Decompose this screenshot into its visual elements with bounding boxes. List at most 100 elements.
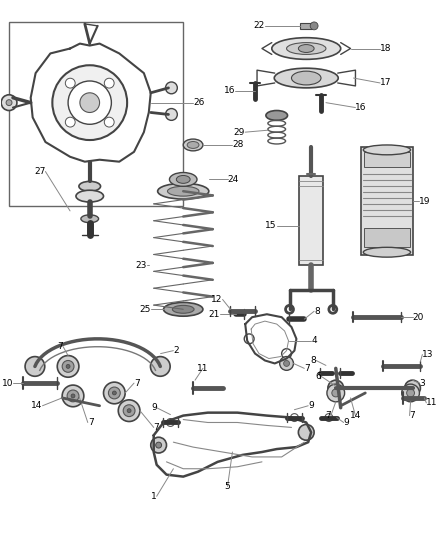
Circle shape [52,65,127,140]
Circle shape [71,394,75,398]
Text: 20: 20 [413,313,424,322]
Circle shape [155,442,162,448]
Text: 7: 7 [154,423,159,432]
Circle shape [103,382,125,404]
Circle shape [104,78,114,88]
Text: 27: 27 [34,167,46,176]
Circle shape [104,117,114,127]
Text: 16: 16 [224,86,235,95]
Circle shape [113,391,117,395]
Text: 6: 6 [315,372,321,381]
Circle shape [123,405,135,417]
Text: 7: 7 [325,411,331,420]
Text: 24: 24 [227,175,239,184]
Circle shape [328,380,344,396]
Ellipse shape [286,43,326,54]
Ellipse shape [158,183,209,199]
Text: 14: 14 [350,411,361,420]
Text: 17: 17 [380,78,392,87]
Circle shape [1,95,17,110]
Text: 3: 3 [420,378,425,387]
Circle shape [166,82,177,94]
Ellipse shape [177,175,190,183]
Circle shape [66,365,70,368]
Circle shape [6,100,12,106]
Text: 18: 18 [380,44,392,53]
Ellipse shape [167,187,199,196]
Text: 7: 7 [88,418,94,427]
Text: 7: 7 [304,364,310,373]
Ellipse shape [81,215,99,223]
Circle shape [333,385,339,391]
Ellipse shape [79,181,101,191]
Circle shape [80,93,99,112]
Circle shape [284,360,290,366]
Text: 7: 7 [134,378,140,387]
Text: 2: 2 [173,346,179,355]
Text: 15: 15 [265,221,277,230]
Circle shape [310,22,318,30]
Text: 25: 25 [139,305,151,314]
Ellipse shape [272,38,341,59]
Circle shape [151,357,170,376]
Circle shape [67,390,79,402]
Ellipse shape [163,302,203,316]
Bar [299,176,323,265]
Ellipse shape [364,145,410,155]
Circle shape [62,385,84,407]
Ellipse shape [329,305,337,313]
Circle shape [65,117,75,127]
Circle shape [325,414,333,422]
Text: 4: 4 [311,336,317,345]
Bar [364,228,410,247]
Text: 21: 21 [208,310,219,319]
Ellipse shape [183,139,203,151]
Text: 5: 5 [225,482,230,491]
Circle shape [57,356,79,377]
Text: 7: 7 [57,342,63,351]
Circle shape [118,400,140,422]
Ellipse shape [291,71,321,85]
Ellipse shape [266,110,288,120]
Circle shape [244,334,254,344]
Circle shape [290,414,298,422]
Text: 9: 9 [344,418,350,427]
Text: 1: 1 [151,492,157,501]
Circle shape [127,409,131,413]
Text: 29: 29 [234,128,245,136]
Ellipse shape [298,45,314,52]
Text: 8: 8 [311,356,316,365]
Circle shape [65,78,75,88]
Ellipse shape [76,190,103,202]
Text: 7: 7 [410,411,415,420]
Bar [364,152,410,167]
Circle shape [62,360,74,372]
Circle shape [280,357,293,370]
Circle shape [166,109,177,120]
Text: 11: 11 [197,364,208,373]
Text: 14: 14 [31,401,42,410]
Circle shape [332,389,340,397]
Circle shape [406,389,414,397]
Circle shape [109,387,120,399]
Text: 22: 22 [254,21,265,30]
Text: 23: 23 [135,261,147,270]
Text: 10: 10 [1,378,13,387]
Text: 11: 11 [426,398,438,407]
Bar [9,22,183,206]
Ellipse shape [187,142,199,148]
Ellipse shape [274,68,338,88]
Circle shape [410,385,416,391]
Circle shape [282,349,291,359]
Text: 12: 12 [211,295,223,304]
Bar [300,23,312,29]
Text: 26: 26 [193,98,205,107]
Circle shape [327,384,345,402]
Text: 9: 9 [308,401,314,410]
Ellipse shape [173,305,194,313]
Circle shape [298,424,314,440]
Text: 19: 19 [420,197,431,206]
Circle shape [68,81,111,124]
Text: 13: 13 [422,350,434,359]
Circle shape [405,380,420,396]
